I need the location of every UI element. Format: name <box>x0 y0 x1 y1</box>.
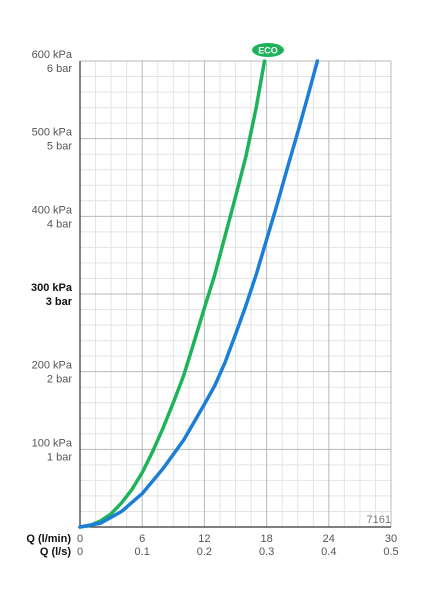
standard-curve <box>78 59 320 529</box>
x-tick-label-ls: 0.3 <box>259 546 274 558</box>
x-tick-label-ls: 0.2 <box>197 546 212 558</box>
curves <box>78 59 320 529</box>
x-tick-label-ls: 0.4 <box>321 546 336 558</box>
y-tick-label-kpa: 200 kPa <box>32 360 73 372</box>
x-axis-labels: 00 60.1 120.2 180.3 240.4 300.5 <box>77 533 399 558</box>
x-tick-label-lmin: 30 <box>385 533 397 545</box>
x-tick-label-ls: 0 <box>77 546 83 558</box>
x-tick-label-ls: 0.1 <box>135 546 150 558</box>
y-tick-label-kpa: 600 kPa <box>32 49 73 61</box>
y-tick-label-bar: 2 bar <box>47 374 72 386</box>
x-tick-label-lmin: 24 <box>323 533 335 545</box>
eco-badge: ECO <box>252 43 284 57</box>
x-axis-title-secondary: Q (l/s) <box>40 546 72 558</box>
y-tick-label-kpa: 400 kPa <box>32 204 73 216</box>
x-tick-label-lmin: 12 <box>198 533 210 545</box>
eco-badge-shape <box>252 43 284 57</box>
x-tick-label-lmin: 0 <box>77 533 83 545</box>
y-tick-label-bar: 3 bar <box>46 296 73 308</box>
y-tick-label-bar: 1 bar <box>47 451 72 463</box>
eco-badge-label: ECO <box>258 46 278 56</box>
x-tick-label-ls: 0.5 <box>383 546 398 558</box>
x-tick-label-lmin: 6 <box>139 533 145 545</box>
y-axis-labels: 100 kPa 1 bar 200 kPa 2 bar 300 kPa 3 bar 400 … <box>31 49 73 463</box>
y-tick-label-bar: 5 bar <box>47 141 72 153</box>
y-tick-label-kpa: 100 kPa <box>32 437 73 449</box>
y-tick-label-bar: 6 bar <box>47 63 72 75</box>
major-grid <box>79 60 392 528</box>
y-tick-label-bar: 4 bar <box>47 218 72 230</box>
chart-code: 7161 <box>367 514 391 526</box>
y-tick-label-kpa: 300 kPa <box>31 282 73 294</box>
eco-curve <box>78 59 267 529</box>
x-axis-title-primary: Q (l/min) <box>26 533 71 545</box>
x-tick-label-lmin: 18 <box>260 533 272 545</box>
y-tick-label-kpa: 500 kPa <box>32 127 73 139</box>
